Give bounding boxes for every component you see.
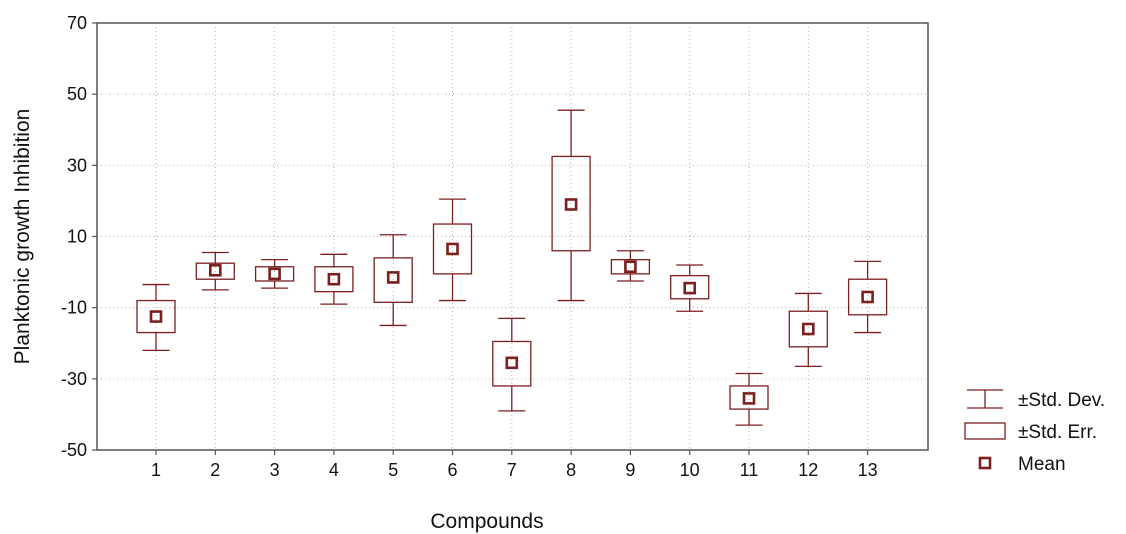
std-err-box <box>788 310 828 348</box>
std-err-box <box>373 257 413 303</box>
mean-marker <box>624 260 637 274</box>
x-axis-label: Compounds <box>430 510 543 533</box>
mean-marker <box>386 271 400 284</box>
x-tick-label: 6 <box>447 460 457 480</box>
y-tick-label: -50 <box>61 440 87 460</box>
mean-marker <box>564 198 578 211</box>
mean-marker <box>861 290 874 304</box>
std-err-box <box>729 385 769 410</box>
std-err-box <box>670 274 710 300</box>
std-err-box <box>610 258 651 275</box>
legend-mean-symbol <box>978 456 992 470</box>
x-tick-label: 11 <box>740 460 759 480</box>
x-tick-label: 5 <box>388 460 398 480</box>
box-group <box>729 372 769 426</box>
legend-label: Mean <box>1018 454 1066 475</box>
std-err-box <box>195 262 235 280</box>
mean-marker <box>683 281 697 295</box>
mean-marker <box>149 310 163 323</box>
box-group <box>314 253 354 305</box>
y-tick-label: 70 <box>67 13 87 33</box>
std-err-box <box>551 155 591 252</box>
mean-marker <box>327 272 341 286</box>
y-tick-label: 50 <box>67 84 87 104</box>
mean-marker <box>209 264 222 277</box>
x-tick-label: 3 <box>270 460 280 480</box>
legend-item: ±Std. Dev. <box>967 389 1105 411</box>
std-err-box <box>432 223 473 275</box>
gridlines <box>97 23 928 450</box>
std-err-box <box>492 340 532 387</box>
box-group <box>610 250 651 282</box>
y-axis-label: Planktonic growth Inhibition <box>11 109 34 365</box>
y-tick-label: 10 <box>67 227 87 247</box>
y-tick-label: -10 <box>61 298 87 318</box>
box-group <box>551 109 591 302</box>
x-tick-label: 9 <box>625 460 635 480</box>
legend-box-symbol <box>964 422 1006 440</box>
y-tick-label: 30 <box>67 155 87 175</box>
x-tick-label: 4 <box>329 460 339 480</box>
legend: ±Std. Dev. ±Std. Err. Mean <box>964 389 1105 475</box>
box-group <box>136 283 176 352</box>
mean-marker <box>742 392 756 405</box>
mean-marker <box>505 356 519 370</box>
legend-label: ±Std. Dev. <box>1018 390 1105 411</box>
mean-marker <box>801 322 815 336</box>
box-group <box>254 258 295 289</box>
box-group <box>492 317 532 412</box>
mean-marker <box>446 242 459 256</box>
legend-item: ±Std. Err. <box>964 422 1097 443</box>
x-tick-label: 8 <box>566 460 576 480</box>
legend-label: ±Std. Err. <box>1018 422 1097 443</box>
box-group <box>195 251 235 291</box>
x-tick-label: 7 <box>507 460 517 480</box>
box-group <box>373 234 413 327</box>
box-group <box>847 260 888 334</box>
x-tick-label: 2 <box>210 460 220 480</box>
x-tick-label: 10 <box>680 460 700 480</box>
x-tick-label: 12 <box>798 460 818 480</box>
legend-item: Mean <box>978 454 1066 475</box>
std-err-box <box>254 266 295 282</box>
box-series <box>136 109 888 426</box>
x-tick-label: 13 <box>858 460 878 480</box>
y-tick-label: -30 <box>61 369 87 389</box>
box-group <box>432 198 473 302</box>
std-err-box <box>136 299 176 334</box>
x-tick-label: 1 <box>151 460 161 480</box>
box-group <box>670 264 710 312</box>
std-err-box <box>847 278 888 316</box>
mean-marker <box>268 267 281 281</box>
box-group <box>788 292 828 368</box>
std-err-box <box>314 266 354 293</box>
